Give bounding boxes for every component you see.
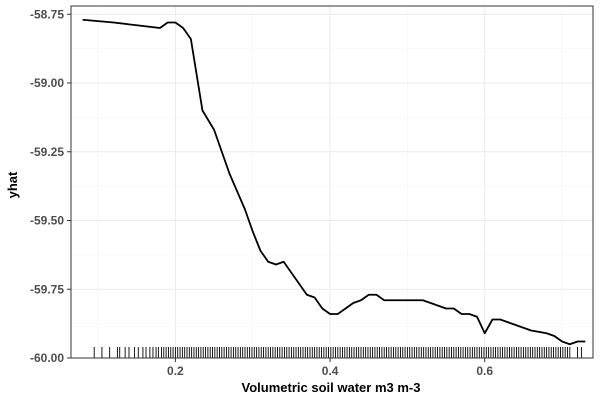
minor-grid (71, 6, 593, 358)
y-tick-label: -59.00 (30, 76, 64, 90)
panel-border (70, 5, 594, 359)
x-tick-label: 0.4 (322, 364, 339, 378)
y-tick-label: -58.75 (30, 7, 64, 21)
y-tick-label: -59.50 (30, 214, 64, 228)
y-tick-label: -59.75 (30, 282, 64, 296)
x-tick-label: 0.2 (167, 364, 184, 378)
y-tick-label: -60.00 (30, 351, 64, 365)
x-tick-label: 0.6 (476, 364, 493, 378)
series-line (82, 18, 586, 346)
y-tick-label: -59.25 (30, 145, 64, 159)
rug-marks (93, 347, 582, 358)
y-axis-title: yhat (5, 171, 20, 198)
x-axis-ticks: 0.2 0.4 0.6 (167, 358, 493, 378)
x-axis-title: Volumetric soil water m3 m-3 (242, 380, 421, 395)
y-axis-ticks: -60.00 -59.75 -59.50 -59.25 -59.00 -58.75 (30, 7, 71, 365)
